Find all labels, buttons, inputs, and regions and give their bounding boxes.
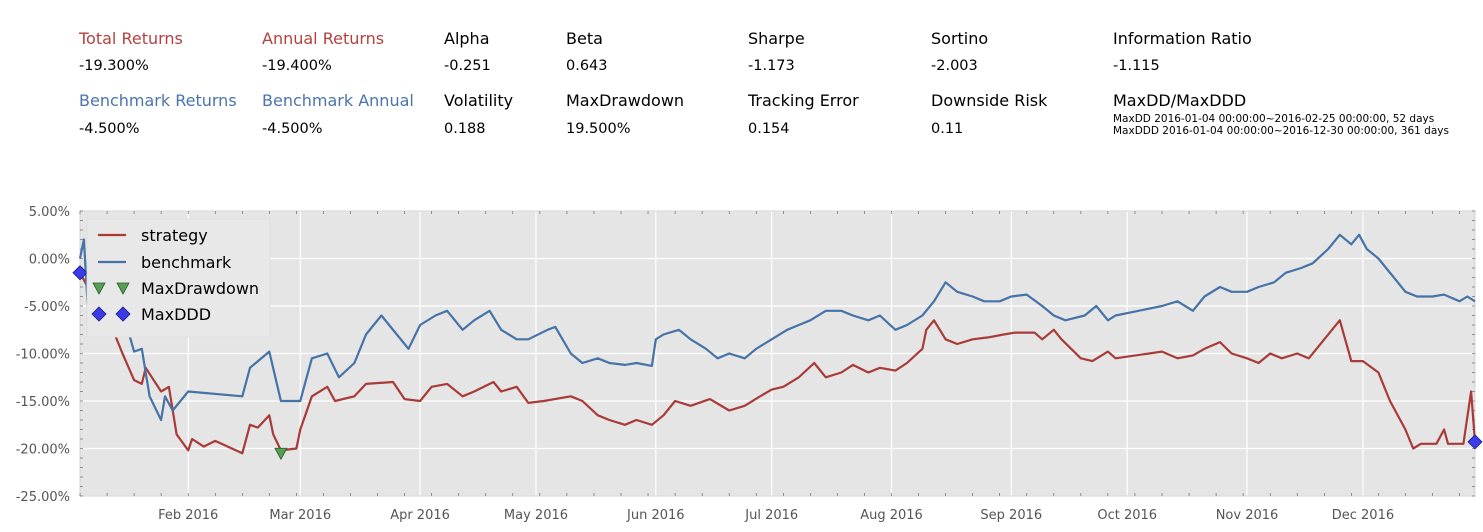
x-tick-label: Aug 2016 [860,508,923,523]
legend-label-benchmark: benchmark [141,253,232,272]
x-tick-label: Oct 2016 [1097,508,1157,523]
grid-lines [79,210,1476,497]
y-tick-label: 5.00% [29,205,70,220]
metric-value-sharpe: -1.173 [748,58,795,74]
legend-swatch-maxddd [91,306,107,322]
metric-value-total-returns: -19.300% [79,58,149,74]
x-tick-label: Sep 2016 [980,508,1042,523]
x-tick-label: Jul 2016 [744,508,798,523]
metric-value-tracking-error: 0.154 [748,121,790,137]
metric-label-total-returns: Total Returns [79,29,183,48]
series-lines [78,233,1477,455]
legend-swatch-maxdrawdown [92,282,106,295]
axis-ticks: 5.00% 0.00% -5.00% -10.00% -15.00% -20.00% -25… [16,205,1475,523]
metric-label-tracking-error: Tracking Error [748,91,859,110]
metric-label-information-ratio: Information Ratio [1113,29,1252,48]
metric-value-annual-returns: -19.400% [262,58,332,74]
metric-label-beta: Beta [566,29,603,48]
legend-swatch-maxdrawdown [116,282,130,295]
metric-label-downside-risk: Downside Risk [931,91,1048,110]
metric-value-sortino: -2.003 [931,58,978,74]
metric-label-benchmark-returns: Benchmark Returns [79,91,237,110]
maxdd-detail: MaxDD 2016-01-04 00:00:00~2016-02-25 00:… [1113,113,1435,125]
y-tick-label: -15.00% [16,395,70,410]
series-line-strategy [79,272,1477,455]
x-tick-label: Nov 2016 [1216,508,1279,523]
metric-value-downside-risk: 0.11 [931,121,964,137]
y-tick-label: -5.00% [24,300,70,315]
metric-label-sharpe: Sharpe [748,29,805,48]
metric-value-maxdrawdown: 19.500% [566,121,631,137]
legend: strategy benchmark MaxDrawdown MaxDDD [86,218,271,338]
metric-label-annual-returns: Annual Returns [262,29,385,48]
y-tick-label: -10.00% [16,348,70,363]
x-tick-label: Jun 2016 [626,508,685,523]
x-tick-label: May 2016 [504,508,568,523]
x-tick-label: Mar 2016 [269,508,331,523]
maxddd-detail: MaxDDD 2016-01-04 00:00:00~2016-12-30 00… [1113,125,1449,137]
metric-value-information-ratio: -1.115 [1113,58,1160,74]
maxddd-marker [1467,434,1483,450]
legend-label-maxdrawdown: MaxDrawdown [141,279,259,298]
metric-label-benchmark-annual: Benchmark Annual [262,91,414,110]
metric-label-sortino: Sortino [931,29,989,48]
legend-label-strategy: strategy [141,226,208,245]
x-tick-label: Dec 2016 [1332,508,1394,523]
y-tick-label: -20.00% [16,443,70,458]
y-tick-label: 0.00% [29,253,70,268]
metric-value-alpha: -0.251 [444,58,491,74]
x-tick-label: Apr 2016 [390,508,450,523]
metric-label-maxdd-maxddd: MaxDD/MaxDDD [1113,91,1247,110]
metric-label-alpha: Alpha [444,29,490,48]
metric-label-maxdrawdown: MaxDrawdown [566,91,685,110]
metric-value-benchmark-returns: -4.500% [79,121,140,137]
series-line-benchmark [78,233,1476,422]
metric-value-volatility: 0.188 [444,121,486,137]
metric-value-benchmark-annual: -4.500% [262,121,323,137]
legend-box [86,218,271,338]
metric-value-beta: 0.643 [566,58,608,74]
series-markers [72,265,1483,461]
legend-label-maxddd: MaxDDD [141,305,211,324]
maxdrawdown-marker [274,447,288,461]
x-tick-label: Feb 2016 [158,508,218,523]
maxddd-marker [72,265,88,281]
y-tick-label: -25.00% [16,490,70,505]
legend-swatch-maxddd [115,306,131,322]
metric-label-volatility: Volatility [444,91,514,110]
